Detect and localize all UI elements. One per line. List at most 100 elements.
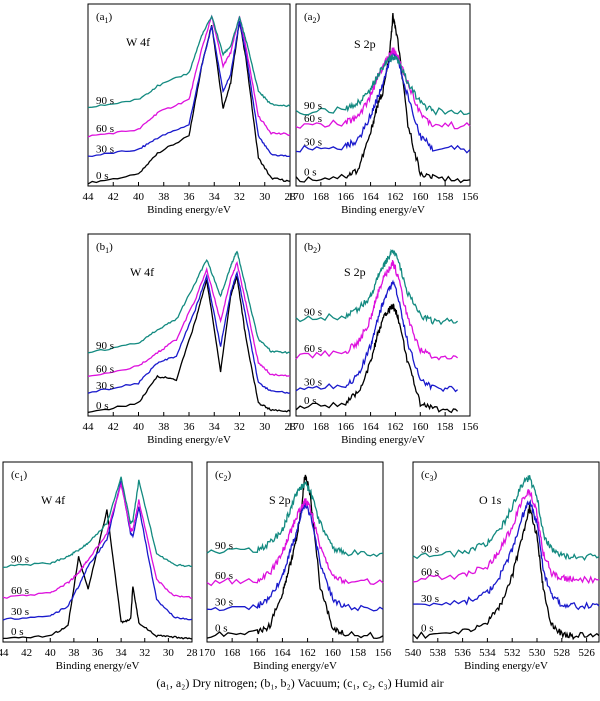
x-axis-label: Binding energy/eV — [464, 660, 548, 672]
series-line-0s — [87, 20, 291, 185]
panel-label: (c1) — [11, 469, 28, 483]
panel-title: S 2p — [269, 493, 291, 507]
series-label: 60 s — [304, 343, 322, 355]
series-line-60s — [206, 498, 384, 587]
x-tick-label: 44 — [83, 191, 95, 203]
x-tick-label: 40 — [45, 647, 57, 659]
x-tick-label: 168 — [313, 421, 330, 433]
x-tick-label: 42 — [108, 191, 119, 203]
x-tick-label: 36 — [184, 421, 196, 433]
x-tick-label: 36 — [184, 191, 196, 203]
x-tick-label: 42 — [108, 421, 119, 433]
panel-a1: 44 42 40 38 36 34 32 30 28 Binding energy/eV (a1) W… — [83, 3, 296, 216]
series-label: 60 s — [421, 567, 439, 579]
panel-c1: 44 42 40 38 36 34 32 30 28 Binding energy/eV (c1) W… — [0, 461, 199, 672]
series-line-30s — [87, 270, 291, 394]
x-tick-label: 34 — [209, 421, 221, 433]
series-label: 30 s — [215, 596, 233, 608]
series-line-90s — [2, 476, 193, 568]
series-label: 60 s — [96, 363, 114, 375]
x-tick-label: 34 — [209, 191, 221, 203]
panel-a2: 170 168 166 164 162 160 158 156 Binding energy/e… — [288, 3, 479, 216]
x-tick-label: 160 — [324, 647, 341, 659]
x-tick-label: 32 — [234, 191, 245, 203]
x-axis-label: Binding energy/eV — [341, 204, 425, 216]
series-label: 30 s — [304, 137, 322, 149]
x-tick-label: 44 — [0, 647, 9, 659]
series-label: 30 s — [11, 606, 29, 618]
series-line-60s — [412, 489, 600, 585]
x-tick-label: 538 — [430, 647, 447, 659]
x-tick-label: 170 — [288, 191, 305, 203]
x-tick-label: 534 — [479, 647, 496, 659]
x-tick-label: 168 — [224, 647, 241, 659]
x-tick-label: 34 — [116, 647, 128, 659]
panel-title: W 4f — [41, 493, 65, 507]
panel-b2: 170 168 166 164 162 160 158 156 Binding energy/e… — [288, 233, 479, 446]
series-label: 0 s — [304, 167, 317, 179]
series-line-0s — [3, 509, 193, 640]
series-label: 0 s — [11, 626, 24, 638]
series-label: 30 s — [421, 593, 439, 605]
series-line-0s — [295, 13, 471, 184]
x-tick-label: 526 — [578, 647, 595, 659]
series-line-60s — [295, 259, 459, 361]
x-tick-label: 170 — [288, 421, 305, 433]
series-label: 30 s — [96, 380, 114, 392]
x-tick-label: 38 — [158, 421, 170, 433]
panel-title: W 4f — [126, 35, 150, 49]
series-label: 90 s — [96, 340, 114, 352]
series-line-90s — [206, 480, 384, 558]
series-line-30s — [295, 48, 471, 154]
x-tick-label: 164 — [274, 647, 291, 659]
panel-label: (b2) — [304, 241, 321, 255]
x-tick-label: 536 — [454, 647, 471, 659]
x-axis-label: Binding energy/eV — [147, 434, 231, 446]
series-line-90s — [412, 475, 600, 562]
x-tick-label: 164 — [362, 421, 379, 433]
series-label: 30 s — [304, 377, 322, 389]
series-line-0s — [206, 474, 384, 640]
panel-label: (a1) — [96, 11, 113, 25]
x-tick-label: 162 — [387, 421, 404, 433]
series-line-30s — [87, 20, 291, 158]
panel-label: (c3) — [421, 469, 438, 483]
x-tick-label: 28 — [187, 647, 199, 659]
x-tick-label: 158 — [350, 647, 367, 659]
series-label: 0 s — [96, 170, 109, 182]
series-line-30s — [206, 501, 384, 612]
x-tick-label: 528 — [554, 647, 571, 659]
series-line-90s — [295, 53, 471, 116]
x-tick-label: 156 — [462, 191, 479, 203]
x-tick-label: 166 — [337, 421, 354, 433]
x-tick-label: 170 — [199, 647, 216, 659]
series-label: 60 s — [304, 113, 322, 125]
series-label: 60 s — [96, 123, 114, 135]
series-label: 0 s — [96, 400, 109, 412]
panel-title: O 1s — [479, 493, 502, 507]
series-label: 90 s — [215, 540, 233, 552]
series-label: 90 s — [421, 544, 439, 556]
panel-c2: 170 168 166 164 162 160 158 156 Binding energy/e… — [199, 461, 392, 672]
series-line-0s — [412, 504, 600, 641]
series-line-90s — [87, 14, 291, 109]
x-tick-label: 44 — [83, 421, 95, 433]
panel-title: W 4f — [130, 265, 154, 279]
panel-c3: 540 538 536 534 532 530 528 526 Binding energy/e… — [405, 461, 600, 672]
x-tick-label: 30 — [259, 421, 271, 433]
series-line-90s — [87, 250, 291, 355]
x-tick-label: 40 — [133, 191, 145, 203]
x-tick-label: 38 — [158, 191, 170, 203]
series-line-60s — [2, 481, 193, 599]
x-tick-label: 160 — [412, 421, 429, 433]
series-line-30s — [295, 279, 459, 393]
series-line-90s — [295, 249, 459, 326]
x-tick-label: 162 — [387, 191, 404, 203]
x-tick-label: 166 — [337, 191, 354, 203]
panel-title: S 2p — [344, 265, 366, 279]
x-tick-label: 158 — [437, 421, 454, 433]
series-line-60s — [87, 14, 291, 138]
x-tick-label: 30 — [259, 191, 271, 203]
